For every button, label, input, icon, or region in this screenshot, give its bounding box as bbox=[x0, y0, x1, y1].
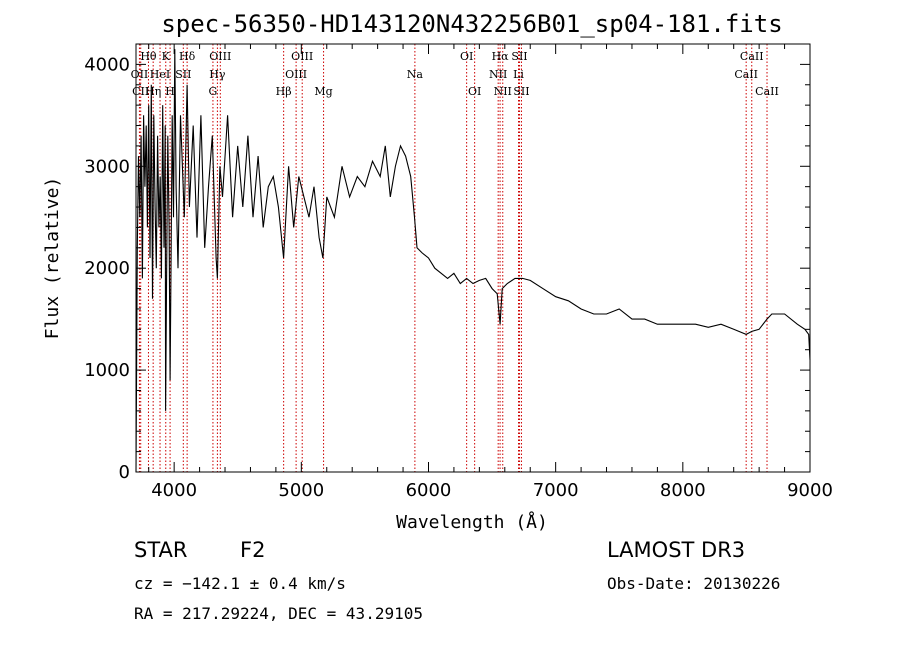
spectral-line-label: H bbox=[165, 85, 175, 98]
survey-name: LAMOST DR3 bbox=[607, 538, 746, 562]
y-axis-label: Flux (relative) bbox=[42, 177, 63, 340]
spectral-line-label: CaII bbox=[734, 68, 758, 81]
y-tick-label: 1000 bbox=[84, 360, 130, 381]
redshift-velocity: cz = −142.1 ± 0.4 km/s bbox=[134, 574, 346, 593]
y-tick-label: 3000 bbox=[84, 156, 130, 177]
x-tick-label: 4000 bbox=[151, 480, 197, 501]
x-tick-label: 7000 bbox=[533, 480, 579, 501]
spectrum-series bbox=[135, 49, 811, 473]
x-tick-label: 9000 bbox=[787, 480, 833, 501]
plot-frame bbox=[135, 43, 811, 473]
object-subclass: F2 bbox=[240, 538, 266, 562]
spectral-line-label: OIII bbox=[291, 50, 313, 63]
spectral-line-label: Hβ bbox=[276, 85, 292, 98]
x-tick-label: 8000 bbox=[660, 480, 706, 501]
y-tick-label: 2000 bbox=[84, 258, 130, 279]
observation-date: Obs-Date: 20130226 bbox=[607, 574, 781, 593]
spectral-line-label: Li bbox=[513, 68, 524, 81]
y-tick-label: 0 bbox=[119, 462, 130, 483]
spectral-line-label: Hα bbox=[492, 50, 510, 63]
chart-title: spec-56350-HD143120N432256B01_sp04-181.f… bbox=[161, 10, 782, 38]
spectral-line-label: NII bbox=[489, 68, 507, 81]
spectral-line-label: CaII bbox=[755, 85, 779, 98]
spectral-line-label: OII bbox=[131, 68, 149, 81]
spectral-line-label: OIII bbox=[209, 50, 231, 63]
spectral-line-label: OI bbox=[460, 50, 473, 63]
spectral-line-label: SII bbox=[511, 50, 527, 63]
spectral-line-label: CaII bbox=[740, 50, 764, 63]
spectral-line-label: K bbox=[162, 50, 171, 63]
spectral-line-label: Hγ bbox=[209, 68, 226, 81]
axis-ticks: 4000 5000 6000 7000 8000 9000 0 1000 2000 3000 400… bbox=[84, 44, 833, 501]
x-tick-label: 5000 bbox=[278, 480, 324, 501]
spectral-line-label: HeI bbox=[150, 68, 170, 81]
spectral-line-label: Na bbox=[407, 68, 424, 81]
spectral-line-label: G bbox=[209, 85, 218, 98]
spectral-line-label: Hη bbox=[145, 85, 161, 98]
spectral-line-label: SII bbox=[513, 85, 529, 98]
x-tick-label: 6000 bbox=[406, 480, 452, 501]
spectral-line-label: SII bbox=[175, 68, 191, 81]
y-tick-label: 4000 bbox=[84, 54, 130, 75]
spectral-line-markers bbox=[138, 44, 768, 472]
spectral-line-label: Hθ bbox=[140, 50, 157, 63]
spectral-line-label: Hδ bbox=[179, 50, 196, 63]
spectral-line-label: OIII bbox=[285, 68, 307, 81]
spectral-line-label: NII bbox=[494, 85, 512, 98]
object-type: STAR bbox=[134, 538, 188, 562]
sky-coordinates: RA = 217.29224, DEC = 43.29105 bbox=[134, 604, 423, 623]
spectrum-line bbox=[135, 49, 811, 473]
spectral-line-label: OI bbox=[468, 85, 481, 98]
spectral-line-label: Mg bbox=[314, 85, 332, 98]
spectrum-chart: spec-56350-HD143120N432256B01_sp04-181.f… bbox=[42, 10, 833, 533]
x-axis-label: Wavelength (Å) bbox=[396, 511, 548, 533]
spectral-line-label: CII bbox=[132, 85, 149, 98]
